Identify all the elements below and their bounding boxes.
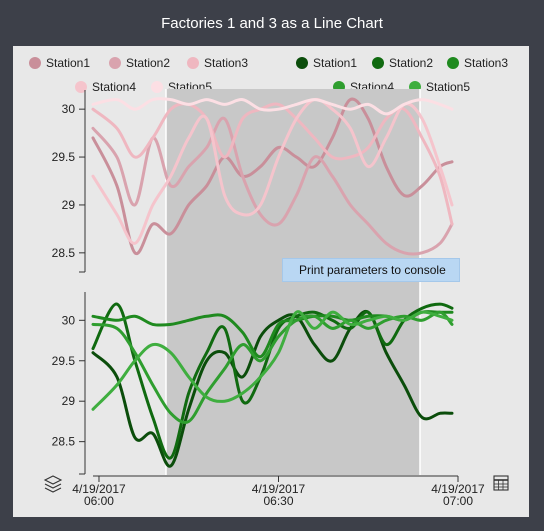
- y-tick-label: 28.5: [52, 435, 76, 449]
- legend-label: Station5: [426, 80, 470, 94]
- series-line[interactable]: [91, 302, 454, 460]
- legend-marker: [447, 57, 459, 69]
- x-tick-label-date: 4/19/2017: [431, 482, 485, 496]
- legend-item[interactable]: Station1: [296, 56, 357, 70]
- legend-item[interactable]: Station4: [75, 80, 136, 94]
- legend-label: Station2: [126, 56, 170, 70]
- legend-label: Station3: [204, 56, 248, 70]
- legend-marker: [151, 81, 163, 93]
- legend-item[interactable]: Station2: [109, 56, 170, 70]
- factory-3-panel: 28.5 29 29.5 30: [52, 292, 454, 475]
- y-tick-label: 28.5: [52, 246, 76, 260]
- legend-label: Station3: [464, 56, 508, 70]
- y-tick-label: 29: [62, 198, 76, 212]
- chart-svg[interactable]: Station1 Station2 Station3 Station4 Station5…: [13, 46, 529, 517]
- x-tick-label-time: 07:00: [443, 494, 473, 508]
- x-tick-label-time: 06:30: [263, 494, 293, 508]
- y-tick-label: 29.5: [52, 354, 76, 368]
- legend-marker: [109, 57, 121, 69]
- y-tick-label: 30: [62, 313, 76, 327]
- legend-item[interactable]: Station2: [372, 56, 433, 70]
- calendar-grid-icon[interactable]: [493, 475, 509, 491]
- x-tick-label-time: 06:00: [84, 494, 114, 508]
- series-line[interactable]: [91, 310, 454, 424]
- context-menu-print-parameters[interactable]: Print parameters to console: [282, 258, 460, 282]
- series-line[interactable]: [91, 97, 454, 116]
- series-line[interactable]: [91, 97, 454, 245]
- x-axis: 4/19/201706:004/19/201706:304/19/201707:…: [72, 475, 485, 508]
- x-tick-label-date: 4/19/2017: [252, 482, 306, 496]
- legend-label: Station1: [46, 56, 90, 70]
- legend-label: Station2: [389, 56, 433, 70]
- chart-title: Factories 1 and 3 as a Line Chart: [161, 14, 383, 32]
- legend-marker: [75, 81, 87, 93]
- y-tick-label: 29: [62, 394, 76, 408]
- factory-1-panel: 28.5 29 29.5 30: [52, 90, 454, 273]
- legend-marker: [372, 57, 384, 69]
- series-line[interactable]: [91, 116, 454, 256]
- legend-item[interactable]: Station1: [29, 56, 90, 70]
- y-tick-label: 29.5: [52, 150, 76, 164]
- series-line[interactable]: [91, 310, 454, 411]
- x-tick-label-date: 4/19/2017: [72, 482, 126, 496]
- layers-icon[interactable]: [43, 475, 63, 493]
- series-line[interactable]: [91, 309, 454, 468]
- legend-item[interactable]: Station3: [447, 56, 508, 70]
- legend-marker: [29, 57, 41, 69]
- legend-label: Station1: [313, 56, 357, 70]
- legend-item[interactable]: Station3: [187, 56, 248, 70]
- legend-label: Station4: [92, 80, 136, 94]
- y-tick-label: 30: [62, 102, 76, 116]
- series-line[interactable]: [91, 97, 454, 256]
- legend-marker: [296, 57, 308, 69]
- legend-marker: [187, 57, 199, 69]
- context-menu-item-label: Print parameters to console: [299, 263, 446, 277]
